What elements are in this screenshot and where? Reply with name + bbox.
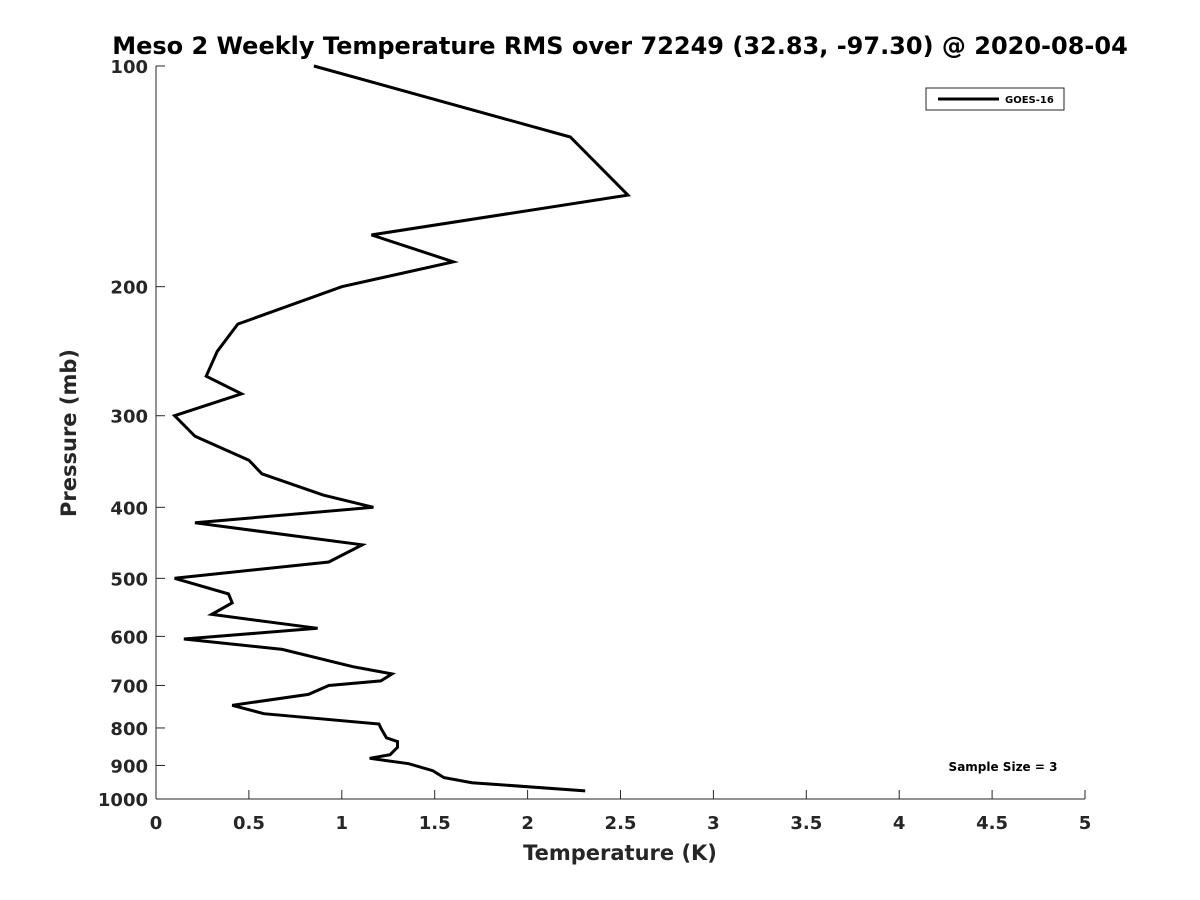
x-tick-label: 3.5 — [790, 813, 822, 834]
y-tick-label: 600 — [110, 627, 148, 648]
x-axis-label: Temperature (K) — [523, 841, 717, 865]
legend-entry-label: GOES-16 — [1005, 95, 1054, 106]
x-tick-label: 4.5 — [976, 813, 1008, 834]
y-tick-label: 500 — [110, 569, 148, 590]
y-axis-label: Pressure (mb) — [57, 349, 81, 517]
x-tick-label: 0.5 — [233, 813, 265, 834]
legend: GOES-16 — [925, 87, 1065, 111]
plot-axes: 0 0.5 1 1.5 2 2.5 3 3.5 4 4.5 5 100 200 300 400 500 600 7… — [98, 57, 1091, 834]
series-layer — [171, 64, 632, 793]
sample-size-annotation: Sample Size = 3 — [949, 760, 1058, 774]
y-tick-label: 100 — [110, 57, 148, 78]
chart-title: Meso 2 Weekly Temperature RMS over 72249… — [112, 32, 1128, 60]
x-tick-label: 1 — [336, 813, 349, 834]
series-line-goes-16 — [171, 64, 632, 793]
y-tick-label: 200 — [110, 278, 148, 299]
x-tick-label: 0 — [150, 813, 163, 834]
x-tick-label: 2 — [521, 813, 534, 834]
y-tick-label: 400 — [110, 498, 148, 519]
y-tick-label: 900 — [110, 756, 148, 777]
y-tick-label: 800 — [110, 719, 148, 740]
x-tick-label: 4 — [893, 813, 906, 834]
x-tick-label: 3 — [707, 813, 720, 834]
y-tick-label: 300 — [110, 407, 148, 428]
x-tick-label: 5 — [1079, 813, 1092, 834]
x-tick-label: 2.5 — [605, 813, 637, 834]
x-tick-label: 1.5 — [419, 813, 451, 834]
y-tick-label: 1000 — [98, 790, 148, 811]
y-tick-label: 700 — [110, 676, 148, 697]
